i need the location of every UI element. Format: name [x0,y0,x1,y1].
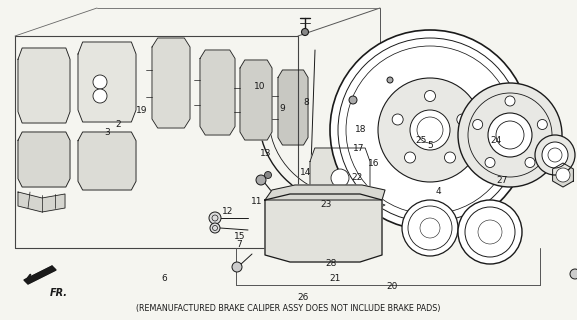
Text: 21: 21 [329,274,340,283]
Circle shape [402,200,458,256]
Text: 2: 2 [115,120,121,129]
Polygon shape [278,70,308,145]
Polygon shape [200,50,235,135]
Circle shape [488,113,532,157]
Circle shape [93,75,107,89]
Polygon shape [315,190,342,200]
Text: 26: 26 [297,293,309,302]
Polygon shape [78,42,136,122]
Text: (REMANUFACTURED BRAKE CALIPER ASSY DOES NOT INCLUDE BRAKE PADS): (REMANUFACTURED BRAKE CALIPER ASSY DOES … [136,303,440,313]
Text: 14: 14 [300,168,312,177]
Circle shape [457,114,468,125]
Text: 9: 9 [280,104,286,113]
Circle shape [525,157,535,167]
Text: 11: 11 [251,197,263,206]
Text: 13: 13 [260,149,271,158]
Text: 22: 22 [351,173,362,182]
Circle shape [209,212,221,224]
Text: 16: 16 [368,159,380,168]
Circle shape [542,142,568,168]
Circle shape [387,77,393,83]
Text: 10: 10 [254,82,265,91]
Text: 24: 24 [490,136,502,145]
Circle shape [232,262,242,272]
Polygon shape [152,38,190,128]
Polygon shape [240,60,272,140]
Text: 7: 7 [237,240,242,249]
Circle shape [537,119,548,130]
Text: 6: 6 [162,274,167,283]
Text: 19: 19 [136,106,147,115]
Text: 20: 20 [387,282,398,291]
Circle shape [392,114,403,125]
Polygon shape [310,148,370,238]
Text: 17: 17 [353,144,365,153]
Circle shape [458,200,522,264]
Circle shape [404,152,415,163]
Circle shape [330,30,530,230]
Circle shape [302,28,309,36]
Text: FR.: FR. [50,288,68,298]
Text: 28: 28 [325,260,336,268]
Polygon shape [265,185,385,200]
Polygon shape [18,192,65,212]
Circle shape [331,169,349,187]
Polygon shape [24,266,56,284]
Polygon shape [78,132,136,190]
Text: 18: 18 [355,125,366,134]
Polygon shape [265,194,382,262]
Polygon shape [360,200,385,210]
Circle shape [473,119,483,130]
Circle shape [349,96,357,104]
Text: 5: 5 [427,141,433,150]
Text: 12: 12 [222,207,234,216]
Circle shape [210,223,220,233]
Circle shape [505,96,515,106]
Circle shape [410,110,450,150]
Text: 15: 15 [234,232,245,241]
Circle shape [485,157,495,167]
Circle shape [458,83,562,187]
Circle shape [425,91,436,101]
Polygon shape [18,132,70,187]
Circle shape [556,168,570,182]
Circle shape [264,172,272,179]
Text: 25: 25 [415,136,427,145]
Circle shape [93,89,107,103]
Text: 27: 27 [496,176,508,185]
Text: 8: 8 [303,98,309,107]
Polygon shape [18,48,70,123]
Circle shape [570,269,577,279]
Circle shape [378,78,482,182]
Text: 23: 23 [320,200,332,209]
Circle shape [444,152,455,163]
Circle shape [535,135,575,175]
Text: 4: 4 [436,188,441,196]
Circle shape [256,175,266,185]
Polygon shape [553,163,574,187]
Text: 3: 3 [104,128,110,137]
